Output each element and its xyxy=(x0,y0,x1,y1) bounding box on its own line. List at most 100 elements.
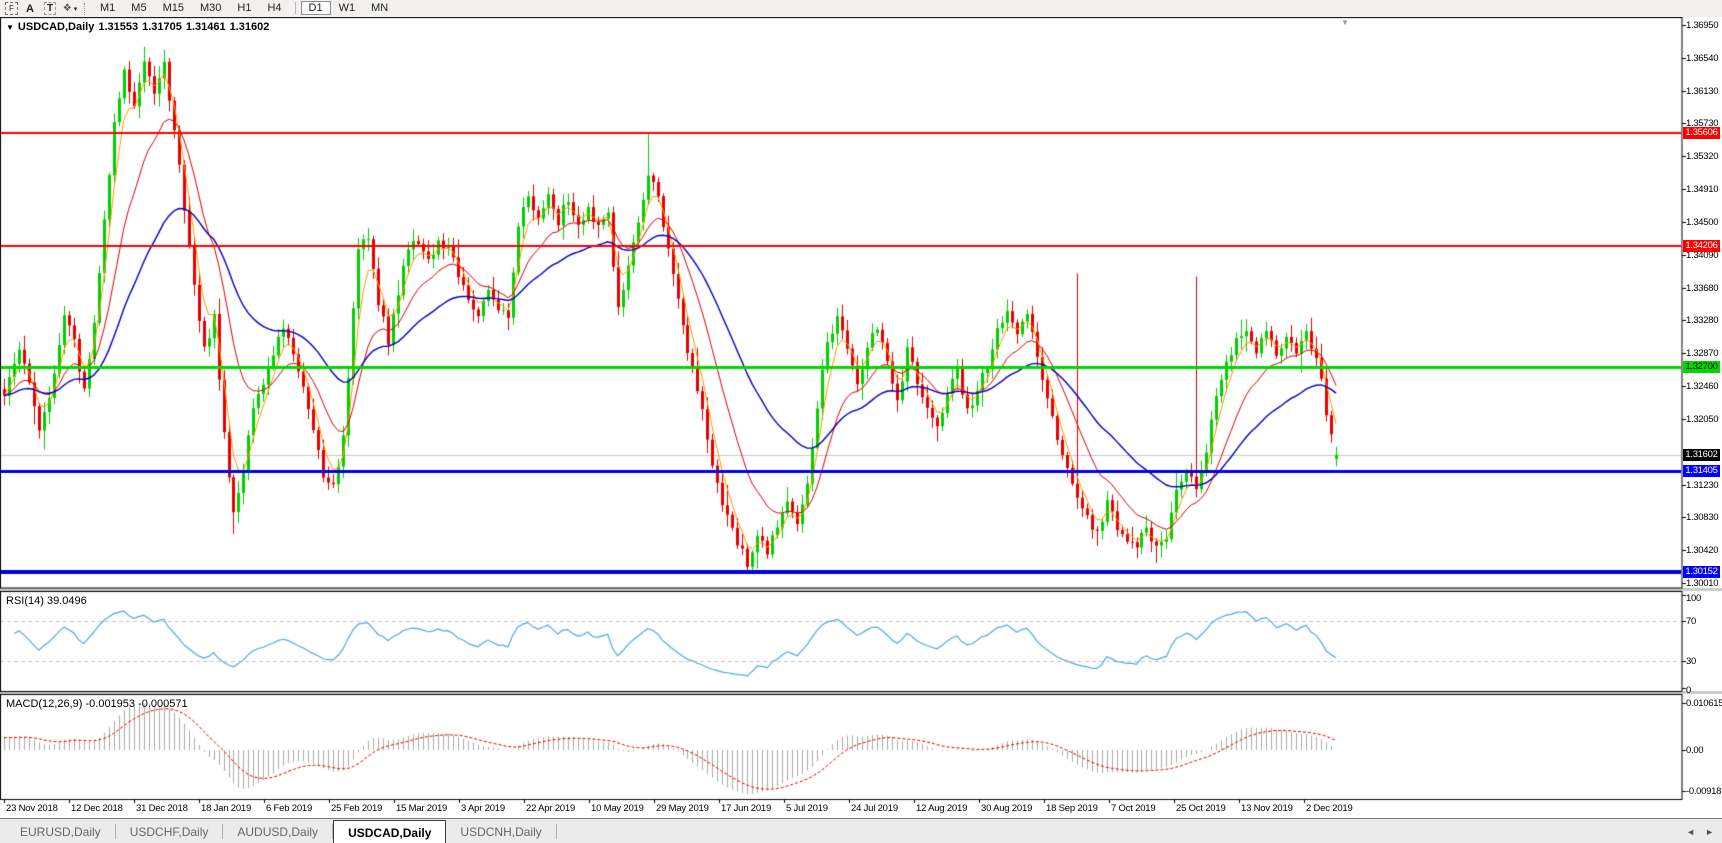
timeframe-button-h1[interactable]: H1 xyxy=(237,2,252,14)
timeframe-button-mn[interactable]: MN xyxy=(371,2,389,14)
timeframe-button-m15[interactable]: M15 xyxy=(162,2,184,14)
tab-usdchf[interactable]: USDCHF,Daily xyxy=(129,824,209,839)
price-tick-label: 1.35730 xyxy=(1686,118,1719,130)
timeframe-button-m30[interactable]: M30 xyxy=(199,2,222,14)
text-label-tool-icon[interactable]: A xyxy=(21,1,39,16)
macd-tick-label: 0.010615 xyxy=(1686,698,1722,709)
price-tick-label: 1.36540 xyxy=(1686,52,1719,64)
price-badge-1.31602: 1.31602 xyxy=(1683,448,1720,461)
date-tick-label: 12 Dec 2018 xyxy=(71,803,123,814)
price-badge-1.31405: 1.31405 xyxy=(1683,464,1720,477)
rsi-name: RSI(14) xyxy=(6,595,44,607)
chart-tabbar: EURUSD,Daily USDCHF,Daily AUDUSD,Daily USDC… xyxy=(0,818,1722,843)
tab-eurusd[interactable]: EURUSD,Daily xyxy=(20,824,101,839)
date-tick-label: 2 Dec 2019 xyxy=(1306,803,1353,814)
timeframe-button-d1[interactable]: D1 xyxy=(300,1,331,15)
date-tick-label: 31 Dec 2018 xyxy=(136,803,188,814)
crosshair-tool-icon[interactable]: F xyxy=(1,1,19,16)
price-badge-1.32700: 1.32700 xyxy=(1683,360,1720,373)
macd-tick-label: 0.00 xyxy=(1686,745,1704,756)
price-tick-label: 1.30420 xyxy=(1686,545,1719,556)
toolbar-separator xyxy=(294,2,296,15)
timeframe-button-m1[interactable]: M1 xyxy=(100,2,116,14)
rsi-tick-label: 0 xyxy=(1686,685,1691,696)
ohlc-low: 1.31461 xyxy=(185,21,226,33)
timeframe-button-m5[interactable]: M5 xyxy=(131,2,147,14)
rsi-tick-label: 70 xyxy=(1686,616,1696,628)
rsi-tick-label: 100 xyxy=(1686,593,1701,604)
timeframe-group: M1 M5 M15 M30 H1 H4 D1 W1 MN xyxy=(92,1,396,16)
rsi-panel-label: RSI(14) 39.0496 xyxy=(6,595,87,607)
toolbar: F A T ❖ ▾ M1 M5 M15 M30 H1 H4 D1 W1 MN xyxy=(0,0,1722,18)
price-tick-label: 1.32460 xyxy=(1686,380,1719,392)
timeframe-button-w1[interactable]: W1 xyxy=(338,2,356,14)
date-tick-label: 3 Apr 2019 xyxy=(461,803,505,814)
date-tick-label: 29 May 2019 xyxy=(656,803,709,814)
macd-tick-label: -0.00918 xyxy=(1686,785,1722,797)
price-badge-1.30152: 1.30152 xyxy=(1683,565,1720,578)
date-tick-label: 18 Sep 2019 xyxy=(1046,803,1098,814)
chart-title: ▼ USDCAD,Daily 1.31553 1.31705 1.31461 1.3160… xyxy=(6,21,269,33)
tab-usdcnh[interactable]: USDCNH,Daily xyxy=(460,824,542,839)
date-tick-label: 10 May 2019 xyxy=(591,803,644,814)
tab-separator xyxy=(114,824,116,839)
price-tick-label: 1.34500 xyxy=(1686,216,1719,228)
macd-signal-value: -0.000571 xyxy=(138,698,188,710)
tabs-holder: EURUSD,Daily USDCHF,Daily AUDUSD,Daily USDC… xyxy=(6,819,557,843)
timeframe-button-h4[interactable]: H4 xyxy=(267,2,282,14)
colors-dropdown-icon[interactable]: ❖ ▾ xyxy=(61,1,79,16)
ohlc-high: 1.31705 xyxy=(142,21,182,33)
date-tick-label: 24 Jul 2019 xyxy=(851,803,898,814)
price-tick-label: 1.31230 xyxy=(1686,479,1719,491)
price-badge-1.35606: 1.35606 xyxy=(1683,127,1720,140)
tab-separator xyxy=(332,824,334,839)
ohlc-open: 1.31553 xyxy=(98,21,139,33)
chart-canvas[interactable] xyxy=(0,17,1722,818)
price-tick-label: 1.36950 xyxy=(1686,20,1719,31)
price-tick-label: 1.34090 xyxy=(1686,249,1719,261)
price-tick-label: 1.36130 xyxy=(1686,85,1719,97)
chart-region: ▼ USDCAD,Daily 1.31553 1.31705 1.31461 1.3160… xyxy=(0,17,1722,818)
date-tick-label: 22 Apr 2019 xyxy=(526,803,576,814)
tab-scroll-arrows: ◄ ► xyxy=(1686,819,1722,843)
text-tool-glyph: T xyxy=(43,2,57,15)
tab-scroll-left-icon[interactable]: ◄ xyxy=(1686,826,1696,837)
price-badge-1.34206: 1.34206 xyxy=(1683,239,1720,252)
toolbar-grip xyxy=(84,2,88,15)
price-tick-label: 1.33280 xyxy=(1686,315,1719,327)
tab-separator xyxy=(222,824,224,839)
date-tick-label: 17 Jun 2019 xyxy=(721,803,772,814)
date-tick-label: 13 Nov 2019 xyxy=(1241,803,1293,814)
macd-name: MACD(12,26,9) xyxy=(6,698,83,710)
date-tick-label: 18 Jan 2019 xyxy=(201,803,252,814)
rsi-tick-label: 30 xyxy=(1686,655,1696,667)
text-tool-icon[interactable]: T xyxy=(41,1,59,16)
date-tick-label: 15 Mar 2019 xyxy=(396,803,448,814)
chevron-down-icon: ▾ xyxy=(73,5,78,13)
date-tick-label: 23 Nov 2018 xyxy=(6,803,58,814)
rsi-value: 39.0496 xyxy=(46,595,87,607)
price-tick-label: 1.32870 xyxy=(1686,348,1719,360)
tab-scroll-right-icon[interactable]: ► xyxy=(1705,826,1714,837)
macd-value: -0.001953 xyxy=(85,698,136,710)
text-label-glyph: A xyxy=(26,2,34,15)
colors-glyph: ❖ xyxy=(62,3,72,14)
date-tick-label: 30 Aug 2019 xyxy=(981,803,1033,814)
ohlc-close: 1.31602 xyxy=(229,21,270,33)
price-tick-label: 1.33680 xyxy=(1686,282,1719,294)
date-tick-label: 6 Feb 2019 xyxy=(266,803,313,814)
date-tick-label: 5 Jul 2019 xyxy=(786,803,828,814)
macd-panel-label: MACD(12,26,9) -0.001953 -0.000571 xyxy=(6,698,188,710)
price-tick-label: 1.35320 xyxy=(1686,151,1719,163)
price-tick-label: 1.30010 xyxy=(1686,577,1719,589)
date-tick-label: 25 Oct 2019 xyxy=(1176,803,1226,814)
date-tick-label: 7 Oct 2019 xyxy=(1111,803,1156,814)
chart-symbol-label: USDCAD,Daily xyxy=(17,21,95,33)
collapse-icon[interactable]: ▼ xyxy=(6,23,14,32)
tab-audusd[interactable]: AUDUSD,Daily xyxy=(237,824,319,839)
chart-shift-marker-icon[interactable]: ▼ xyxy=(1341,18,1349,27)
date-tick-label: 12 Aug 2019 xyxy=(916,803,968,814)
price-tick-label: 1.34910 xyxy=(1686,184,1719,196)
tab-usdcad[interactable]: USDCAD,Daily xyxy=(333,820,447,843)
